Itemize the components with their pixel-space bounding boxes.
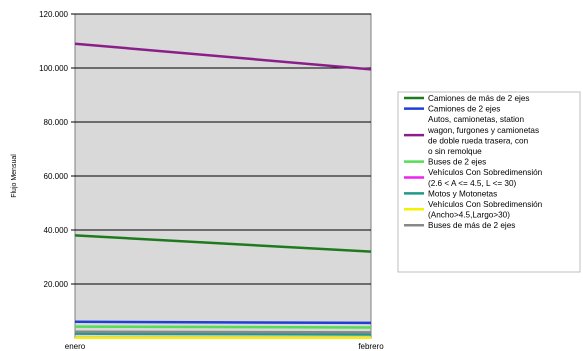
y-tick-label: 20.000 bbox=[44, 280, 69, 289]
legend: Camiones de más de 2 ejes Camiones de 2 e… bbox=[397, 91, 581, 273]
y-tick-label: 60.000 bbox=[44, 172, 69, 181]
series-line bbox=[74, 42, 372, 71]
legend-label: Buses de más de 2 ejes bbox=[428, 221, 515, 230]
y-axis-ticks: 20.000 40.000 60.000 80.000 100.000 120.000 bbox=[39, 10, 75, 289]
legend-label: Vehículos Con Sobredimensión bbox=[428, 200, 543, 209]
series-line bbox=[74, 325, 372, 329]
series-lines bbox=[74, 42, 372, 340]
y-tick-label: 120.000 bbox=[39, 10, 68, 19]
x-axis-ticks: enero febrero bbox=[65, 342, 384, 351]
y-tick-label: 40.000 bbox=[44, 226, 69, 235]
grid-lines bbox=[75, 13, 371, 285]
legend-label: Buses de 2 ejes bbox=[428, 158, 486, 167]
legend-label: (Ancho>4.5,Largo>30) bbox=[428, 211, 510, 220]
legend-label: o sin remolque bbox=[428, 147, 482, 156]
series-line bbox=[74, 320, 372, 325]
series-line bbox=[74, 234, 372, 253]
legend-label: de doble rueda trasera, con bbox=[428, 136, 529, 145]
legend-label: Motos y Motonetas bbox=[428, 189, 497, 198]
series-line bbox=[74, 330, 372, 334]
y-axis-label: Flujo Mensual bbox=[11, 154, 18, 198]
series-line bbox=[74, 332, 372, 336]
legend-label: Autos, camionetas, station bbox=[428, 115, 524, 124]
legend-label: Vehículos Con Sobredimensión bbox=[428, 168, 543, 177]
x-tick-label: febrero bbox=[358, 342, 384, 351]
y-tick-label: 100.000 bbox=[39, 64, 68, 73]
legend-box bbox=[397, 91, 581, 273]
legend-label: (2.6 < A <= 4.5, L <= 30) bbox=[428, 179, 517, 188]
legend-label: Camiones de 2 ejes bbox=[428, 105, 500, 114]
x-tick-label: enero bbox=[65, 342, 86, 351]
legend-label: wagon, furgones y camionetas bbox=[427, 126, 539, 135]
y-tick-label: 80.000 bbox=[44, 118, 69, 127]
legend-label: Camiones de más de 2 ejes bbox=[428, 94, 530, 103]
